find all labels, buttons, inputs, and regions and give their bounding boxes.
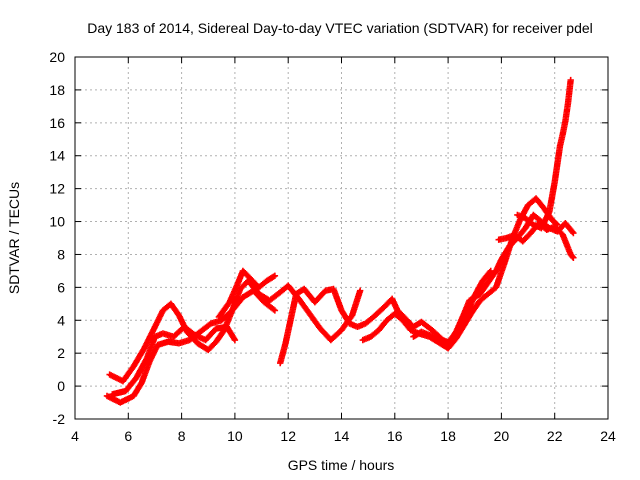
x-tick-label: 20 xyxy=(494,428,510,444)
axis-ticks xyxy=(74,56,609,420)
y-tick-label: 18 xyxy=(49,82,65,98)
y-tick-labels: -2 0 2 4 6 8 10 12 14 16 18 20 xyxy=(49,49,65,427)
x-tick-label: 22 xyxy=(547,428,563,444)
chart-title: Day 183 of 2014, Sidereal Day-to-day VTE… xyxy=(87,20,593,36)
data-point xyxy=(270,306,277,313)
y-tick-label: 10 xyxy=(49,214,65,230)
series-arc-7 xyxy=(410,211,577,347)
y-tick-label: 2 xyxy=(57,345,65,361)
y-tick-label: 14 xyxy=(49,148,65,164)
data-point xyxy=(567,76,574,84)
y-tick-label: 16 xyxy=(49,115,65,131)
data-point xyxy=(271,307,279,314)
series-arc-4 xyxy=(215,267,279,321)
x-tick-labels: 4 6 8 10 12 14 16 18 20 22 24 xyxy=(71,428,616,444)
x-tick-label: 4 xyxy=(71,428,79,444)
data-point xyxy=(270,273,277,280)
series-arc-9 xyxy=(514,76,574,232)
x-tick-label: 24 xyxy=(600,428,616,444)
data-point xyxy=(570,254,577,261)
y-tick-label: 0 xyxy=(57,378,65,394)
data-point xyxy=(486,268,493,276)
y-tick-label: 8 xyxy=(57,246,65,262)
data-point xyxy=(231,336,239,344)
series-arc-3 xyxy=(109,323,239,398)
x-tick-label: 6 xyxy=(124,428,132,444)
x-axis-label: GPS time / hours xyxy=(288,457,395,473)
data-point xyxy=(569,253,576,260)
x-tick-label: 12 xyxy=(280,428,296,444)
y-tick-label: 6 xyxy=(57,279,65,295)
grid xyxy=(75,57,608,419)
x-tick-label: 18 xyxy=(440,428,456,444)
data-point xyxy=(569,228,576,236)
data-marks xyxy=(103,76,577,406)
data-point xyxy=(570,229,577,237)
y-tick-label: -2 xyxy=(53,411,66,427)
y-tick-label: 4 xyxy=(57,312,65,328)
data-point xyxy=(271,272,279,280)
y-tick-label: 20 xyxy=(49,49,65,65)
y-tick-label: 12 xyxy=(49,181,65,197)
y-axis-label: SDTVAR / TECUs xyxy=(6,182,22,294)
x-tick-label: 16 xyxy=(387,428,403,444)
data-point xyxy=(356,287,364,294)
x-tick-label: 14 xyxy=(334,428,350,444)
x-tick-label: 10 xyxy=(227,428,243,444)
x-tick-label: 8 xyxy=(178,428,186,444)
